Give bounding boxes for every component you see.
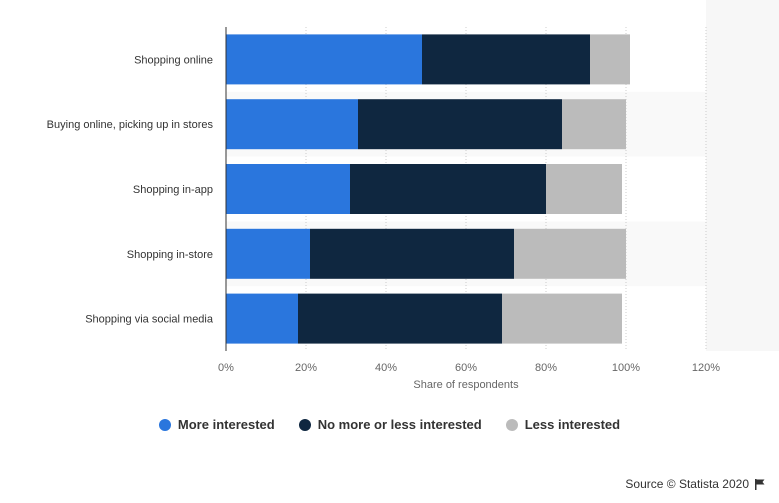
x-axis-title: Share of respondents (413, 379, 519, 391)
bar-segment (226, 228, 310, 279)
category-label: Shopping via social media (85, 314, 214, 326)
bar-segment (310, 228, 514, 279)
category-label: Buying online, picking up in stores (47, 119, 214, 131)
bar-segment (226, 293, 298, 344)
legend-marker (298, 418, 311, 431)
bar-chart: Shopping online Buying online, picking up… (46, 0, 779, 391)
x-tick-label: 0% (218, 362, 234, 374)
x-tick-label: 80% (535, 362, 557, 374)
category-label: Shopping online (134, 54, 213, 66)
x-tick-label: 40% (375, 362, 397, 374)
category-label: Shopping in-app (133, 184, 213, 196)
legend-label: Less interested (524, 417, 621, 432)
x-tick-label: 100% (612, 362, 640, 374)
side-band (706, 0, 779, 351)
legend-marker (158, 418, 171, 431)
legend-item[interactable]: No more or less interested (298, 417, 482, 432)
x-tick-label: 20% (295, 362, 317, 374)
bar-segment (226, 164, 350, 214)
bar-segment (562, 99, 626, 150)
legend-label: More interested (177, 417, 275, 432)
bar-segment (350, 164, 546, 214)
bar-segment (546, 164, 622, 214)
flag-icon[interactable] (755, 478, 765, 490)
bar-segment (422, 34, 590, 85)
source-credit: Source © Statista 2020 (625, 477, 765, 491)
category-label: Shopping in-store (127, 249, 213, 261)
bar-segment (590, 34, 630, 85)
bar-segment (514, 228, 626, 279)
bar-segment (502, 293, 622, 344)
bar-segment (226, 34, 422, 85)
x-tick-label: 120% (692, 362, 720, 374)
bar-segment (358, 99, 562, 150)
legend-item[interactable]: More interested (158, 417, 275, 432)
bar-segment (298, 293, 502, 344)
source-text: Source © Statista 2020 (625, 477, 749, 491)
x-tick-label: 60% (455, 362, 477, 374)
legend-item[interactable]: Less interested (505, 417, 621, 432)
legend-marker (505, 418, 518, 431)
legend-label: No more or less interested (317, 417, 482, 432)
bar-segment (226, 99, 358, 150)
legend: More interested No more or less intereste… (0, 417, 779, 432)
